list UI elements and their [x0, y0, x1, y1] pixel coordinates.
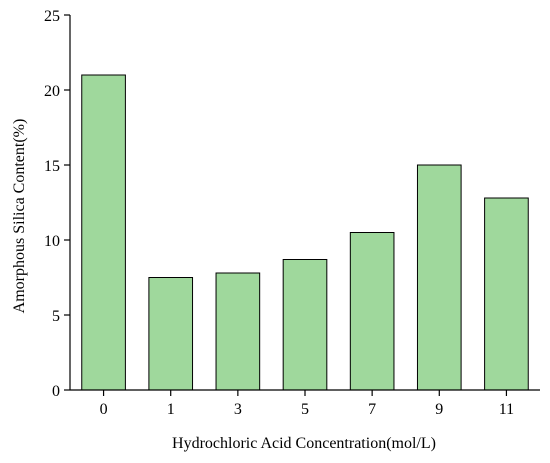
- bar-5: [282, 259, 328, 391]
- y-tick-label: 20: [44, 83, 60, 100]
- bar-3: [215, 272, 261, 391]
- x-tick-label: 5: [301, 401, 309, 418]
- y-axis-title: Amorphous Silica Content(%): [11, 119, 28, 314]
- bar-0: [81, 74, 126, 391]
- y-axis: 0 5 10 15 20 25: [44, 8, 71, 400]
- bar-11: [484, 197, 529, 391]
- x-tick-label: 3: [234, 401, 242, 418]
- bar-1: [148, 277, 194, 391]
- x-tick-label: 0: [100, 401, 108, 418]
- x-tick-label: 7: [368, 401, 376, 418]
- bar-7: [349, 232, 395, 391]
- y-tick-label: 25: [44, 8, 60, 25]
- y-tick-label: 15: [44, 158, 60, 175]
- y-tick-label: 10: [44, 233, 60, 250]
- bars-group: [81, 74, 529, 391]
- bar-9: [416, 164, 462, 391]
- y-tick-label: 0: [52, 383, 60, 400]
- x-tick-label: 1: [167, 401, 175, 418]
- x-tick-label: 11: [499, 401, 514, 418]
- y-tick-label: 5: [52, 308, 60, 325]
- x-axis: 0 1 3 5 7 9 11: [70, 389, 540, 418]
- x-axis-title: Hydrochloric Acid Concentration(mol/L): [172, 435, 436, 452]
- x-tick-label: 9: [435, 401, 443, 418]
